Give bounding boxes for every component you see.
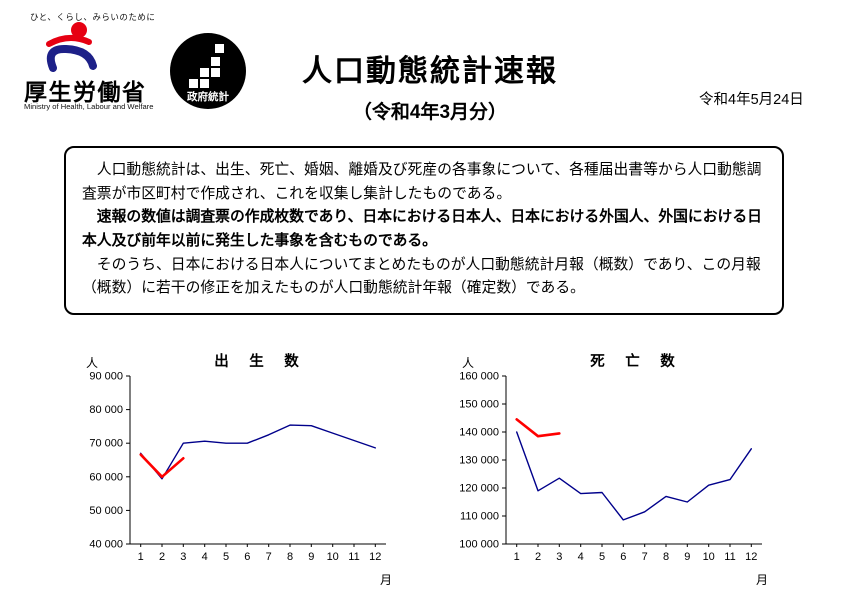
svg-text:2: 2 bbox=[535, 551, 541, 563]
svg-text:11: 11 bbox=[724, 551, 735, 563]
svg-text:11: 11 bbox=[348, 551, 359, 563]
births-chart-title: 出 生 数 bbox=[214, 354, 302, 370]
deaths-y-unit-label: 人 bbox=[462, 356, 475, 370]
svg-text:70 000: 70 000 bbox=[89, 438, 123, 450]
svg-text:4: 4 bbox=[202, 551, 208, 563]
ministry-name: 厚生労働省 bbox=[24, 79, 147, 105]
estat-logo-icon: 政府統計 bbox=[170, 33, 246, 109]
svg-text:8: 8 bbox=[287, 551, 293, 563]
svg-text:1: 1 bbox=[138, 551, 144, 563]
svg-text:9: 9 bbox=[684, 551, 690, 563]
svg-text:10: 10 bbox=[327, 551, 339, 563]
report-subtitle: （令和4年3月分） bbox=[352, 102, 508, 123]
title-block: 人口動態統計速報 （令和4年3月分） bbox=[255, 46, 605, 124]
svg-text:110 000: 110 000 bbox=[460, 511, 499, 523]
svg-text:4: 4 bbox=[578, 551, 584, 563]
svg-text:2: 2 bbox=[159, 551, 165, 563]
svg-text:6: 6 bbox=[620, 551, 626, 563]
summary-paragraph-1: 人口動態統計は、出生、死亡、婚姻、離婚及び死産の各事象について、各種届出書等から… bbox=[82, 162, 762, 202]
estat-logo: 政府統計 bbox=[169, 32, 247, 115]
report-title: 人口動態統計速報 bbox=[302, 55, 558, 88]
ministry-name-en: Ministry of Health, Labour and Welfare bbox=[24, 102, 154, 111]
svg-text:60 000: 60 000 bbox=[89, 471, 123, 483]
svg-text:90 000: 90 000 bbox=[89, 371, 123, 383]
svg-text:40 000: 40 000 bbox=[89, 539, 123, 551]
svg-text:7: 7 bbox=[642, 551, 648, 563]
svg-text:10: 10 bbox=[703, 551, 715, 563]
svg-text:150 000: 150 000 bbox=[459, 399, 499, 411]
mhlw-logo-icon bbox=[46, 22, 97, 72]
svg-text:12: 12 bbox=[745, 551, 757, 563]
svg-text:6: 6 bbox=[244, 551, 250, 563]
ministry-tagline: ひと、くらし、みらいのために bbox=[30, 12, 156, 22]
svg-text:7: 7 bbox=[266, 551, 272, 563]
report-date: 令和4年5月24日 bbox=[699, 92, 804, 108]
svg-text:100 000: 100 000 bbox=[459, 539, 499, 551]
svg-text:50 000: 50 000 bbox=[89, 505, 123, 517]
svg-text:120 000: 120 000 bbox=[459, 483, 499, 495]
svg-text:5: 5 bbox=[599, 551, 605, 563]
svg-text:130 000: 130 000 bbox=[459, 455, 499, 467]
summary-paragraph-2: 速報の数値は調査票の作成枚数であり、日本における日本人、日本における外国人、外国… bbox=[82, 209, 762, 250]
svg-text:80 000: 80 000 bbox=[89, 404, 123, 416]
deaths-x-unit-label: 月 bbox=[755, 573, 768, 587]
svg-text:1: 1 bbox=[514, 551, 520, 563]
summary-paragraph-3: そのうち、日本における日本人についてまとめたものが人口動態統計月報（概数）であり… bbox=[82, 256, 761, 297]
svg-text:160 000: 160 000 bbox=[459, 371, 499, 383]
estat-logo-label: 政府統計 bbox=[187, 90, 229, 103]
svg-text:9: 9 bbox=[308, 551, 314, 563]
deaths-chart-title: 死 亡 数 bbox=[590, 354, 678, 370]
svg-text:3: 3 bbox=[180, 551, 186, 563]
deaths-chart: 人 死 亡 数 160 000 150 000 140 000 130 000 120 … bbox=[448, 350, 778, 590]
births-y-unit-label: 人 bbox=[86, 356, 99, 370]
svg-text:140 000: 140 000 bbox=[459, 427, 499, 439]
svg-text:3: 3 bbox=[556, 551, 562, 563]
deaths-chart-canvas: 160 000 150 000 140 000 130 000 120 000 110 0… bbox=[459, 371, 762, 563]
svg-text:8: 8 bbox=[663, 551, 669, 563]
summary-box: 人口動態統計は、出生、死亡、婚姻、離婚及び死産の各事象について、各種届出書等から… bbox=[64, 146, 784, 316]
svg-text:12: 12 bbox=[369, 551, 381, 563]
births-chart: 人 出 生 数 90 000 80 000 70 000 60 000 50 000 40… bbox=[72, 350, 402, 590]
births-x-unit-label: 月 bbox=[379, 573, 392, 587]
svg-text:5: 5 bbox=[223, 551, 229, 563]
